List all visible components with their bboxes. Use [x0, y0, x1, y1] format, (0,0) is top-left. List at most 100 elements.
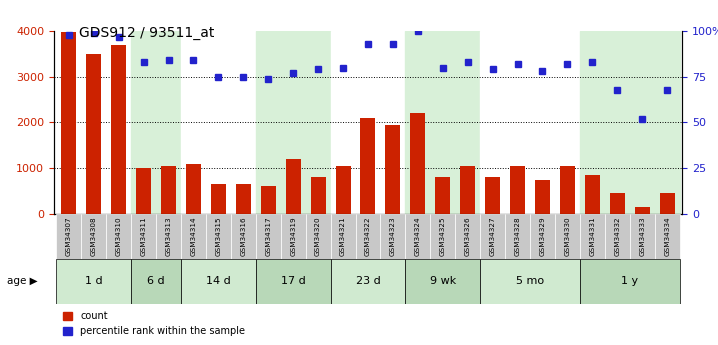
Bar: [580, 259, 680, 304]
Bar: [335, 166, 350, 214]
Text: GSM34333: GSM34333: [639, 216, 645, 256]
Bar: [530, 214, 555, 259]
Bar: [281, 214, 306, 259]
Text: GSM34324: GSM34324: [415, 216, 421, 256]
Bar: [560, 166, 575, 214]
Bar: [56, 31, 131, 214]
Text: GSM34313: GSM34313: [166, 216, 172, 256]
Bar: [256, 31, 330, 214]
Bar: [236, 184, 251, 214]
Bar: [406, 259, 480, 304]
Bar: [306, 214, 330, 259]
Bar: [61, 32, 76, 214]
Text: GSM34317: GSM34317: [265, 216, 271, 256]
Bar: [181, 31, 256, 214]
Bar: [311, 177, 325, 214]
Bar: [381, 214, 406, 259]
Bar: [206, 214, 231, 259]
Text: 9 wk: 9 wk: [429, 276, 456, 286]
Bar: [630, 214, 655, 259]
Bar: [330, 259, 406, 304]
Bar: [485, 177, 500, 214]
Bar: [131, 214, 156, 259]
Bar: [480, 31, 580, 214]
Bar: [256, 259, 330, 304]
Bar: [605, 214, 630, 259]
Text: 6 d: 6 d: [147, 276, 165, 286]
Legend: count, percentile rank within the sample: count, percentile rank within the sample: [59, 307, 249, 340]
Text: GDS912 / 93511_at: GDS912 / 93511_at: [79, 26, 215, 40]
Bar: [535, 180, 550, 214]
Text: GSM34332: GSM34332: [615, 216, 620, 256]
Text: GSM34323: GSM34323: [390, 216, 396, 256]
Bar: [181, 259, 256, 304]
Text: GSM34308: GSM34308: [90, 216, 97, 256]
Bar: [181, 214, 206, 259]
Bar: [386, 125, 401, 214]
Text: GSM34320: GSM34320: [315, 216, 321, 256]
Bar: [480, 214, 505, 259]
Bar: [580, 214, 605, 259]
Bar: [406, 214, 430, 259]
Text: GSM34311: GSM34311: [141, 216, 146, 256]
Bar: [330, 214, 355, 259]
Text: GSM34334: GSM34334: [664, 216, 670, 256]
Bar: [660, 193, 675, 214]
Bar: [455, 214, 480, 259]
Bar: [555, 214, 580, 259]
Bar: [156, 214, 181, 259]
Bar: [231, 214, 256, 259]
Bar: [86, 54, 101, 214]
Bar: [330, 31, 406, 214]
Text: GSM34315: GSM34315: [215, 216, 221, 256]
Text: GSM34330: GSM34330: [564, 216, 570, 256]
Bar: [460, 166, 475, 214]
Bar: [610, 193, 625, 214]
Bar: [111, 45, 126, 214]
Text: GSM34329: GSM34329: [539, 216, 546, 256]
Bar: [211, 184, 226, 214]
Text: GSM34325: GSM34325: [439, 216, 446, 256]
Bar: [106, 214, 131, 259]
Text: GSM34321: GSM34321: [340, 216, 346, 256]
Text: GSM34327: GSM34327: [490, 216, 495, 256]
Text: GSM34328: GSM34328: [515, 216, 521, 256]
Bar: [360, 118, 376, 214]
Bar: [286, 159, 301, 214]
Text: GSM34326: GSM34326: [465, 216, 471, 256]
Text: GSM34307: GSM34307: [66, 216, 72, 256]
Bar: [256, 214, 281, 259]
Text: 1 y: 1 y: [621, 276, 638, 286]
Bar: [355, 214, 381, 259]
Bar: [186, 164, 201, 214]
Bar: [510, 166, 525, 214]
Text: 17 d: 17 d: [281, 276, 306, 286]
Bar: [131, 259, 181, 304]
Bar: [411, 113, 425, 214]
Text: GSM34322: GSM34322: [365, 216, 371, 256]
Bar: [430, 214, 455, 259]
Bar: [480, 259, 580, 304]
Bar: [136, 168, 151, 214]
Text: GSM34314: GSM34314: [190, 216, 197, 256]
Bar: [585, 175, 600, 214]
Text: 5 mo: 5 mo: [516, 276, 544, 286]
Bar: [131, 31, 181, 214]
Bar: [81, 214, 106, 259]
Bar: [635, 207, 650, 214]
Text: GSM34316: GSM34316: [241, 216, 246, 256]
Text: 1 d: 1 d: [85, 276, 103, 286]
Bar: [56, 214, 81, 259]
Text: 23 d: 23 d: [355, 276, 381, 286]
Text: GSM34310: GSM34310: [116, 216, 121, 256]
Text: age ▶: age ▶: [7, 276, 38, 286]
Bar: [655, 214, 680, 259]
Bar: [56, 259, 131, 304]
Bar: [580, 31, 680, 214]
Bar: [505, 214, 530, 259]
Text: GSM34331: GSM34331: [589, 216, 595, 256]
Bar: [261, 186, 276, 214]
Bar: [435, 177, 450, 214]
Bar: [406, 31, 480, 214]
Bar: [161, 166, 176, 214]
